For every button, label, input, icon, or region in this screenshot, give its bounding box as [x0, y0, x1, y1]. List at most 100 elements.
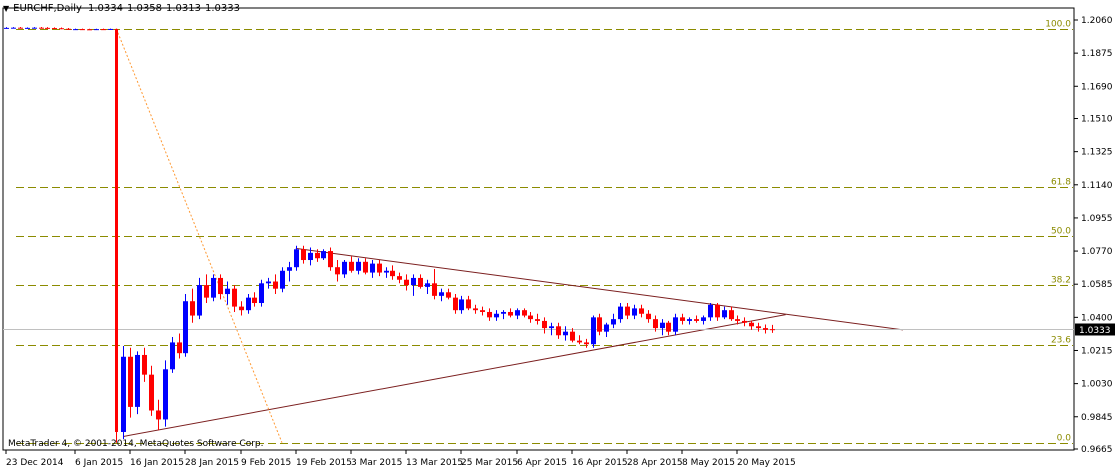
candle-body [142, 354, 147, 375]
candle-body [128, 356, 133, 407]
candle-body [480, 310, 485, 312]
y-tick-label: 1.1510 [1081, 115, 1113, 125]
candle-body [494, 313, 499, 318]
candle-body [239, 306, 244, 311]
candle-body [363, 261, 368, 273]
y-tick-label: 1.1875 [1081, 49, 1113, 59]
candle-body [246, 297, 251, 311]
fib-level-label: 23.6 [1051, 336, 1071, 346]
y-tick-label: 1.0770 [1081, 247, 1113, 257]
candle-body [473, 308, 478, 311]
candle-body [170, 342, 175, 370]
candle-body [549, 326, 554, 329]
x-tick-label: 19 Feb 2015 [296, 458, 352, 468]
candle-body [618, 306, 623, 320]
candle-body [722, 310, 727, 318]
x-tick-label: 20 May 2015 [737, 458, 796, 468]
retracement-line [115, 28, 283, 443]
candle-body [45, 27, 50, 29]
fib-level-label: 50.0 [1051, 227, 1071, 237]
candle-body [52, 28, 57, 30]
candle-body [404, 279, 409, 286]
candle-body [321, 251, 326, 259]
candle-body [18, 27, 23, 29]
candle-body [115, 28, 118, 432]
x-tick-label: 9 Feb 2015 [241, 458, 291, 468]
candle-body [715, 304, 720, 318]
fib-level-label: 61.8 [1051, 178, 1071, 188]
y-tick-label: 1.1140 [1081, 181, 1113, 191]
candle-body [315, 252, 320, 259]
candle-body [742, 320, 747, 323]
candle-body [397, 276, 402, 280]
candle-body [163, 369, 168, 420]
y-tick-label: 0.9665 [1081, 445, 1113, 455]
candle-body [694, 319, 699, 321]
candle-body [4, 27, 9, 29]
candle-body [563, 331, 568, 336]
candle-body [453, 297, 458, 311]
candle-body [342, 261, 347, 275]
candle-body [625, 306, 630, 316]
candle-body [425, 283, 430, 287]
candle-body [411, 277, 416, 286]
y-tick-label: 1.0585 [1081, 280, 1113, 290]
candle-body [59, 28, 64, 30]
candle-body [252, 297, 257, 304]
candle-body [446, 292, 451, 298]
candle-body [218, 277, 223, 295]
candle-body [466, 299, 471, 309]
candle-body [149, 374, 154, 411]
candle-body [266, 281, 271, 284]
candle-body [197, 285, 202, 316]
candle-body [349, 261, 354, 271]
y-tick-label: 1.2060 [1081, 16, 1113, 26]
copyright-text: MetaTrader 4, © 2001-2014, MetaQuotes So… [8, 439, 264, 449]
candle-body [708, 304, 713, 318]
candle-body [701, 317, 706, 321]
candle-body [80, 29, 85, 31]
candle-body [121, 356, 126, 432]
candle-body [384, 270, 389, 273]
candle-body [522, 310, 527, 316]
candle-body [756, 326, 761, 329]
candle-body [301, 249, 306, 261]
x-tick-label: 23 Dec 2014 [6, 458, 64, 468]
x-tick-label: 13 Mar 2015 [406, 458, 463, 468]
candle-body [570, 331, 575, 341]
candle-body [653, 319, 658, 329]
candle-body [39, 27, 44, 29]
x-tick-label: 28 Apr 2015 [627, 458, 683, 468]
candle-body [135, 354, 140, 407]
candle-body [660, 322, 665, 329]
y-tick-label: 0.9845 [1081, 413, 1113, 423]
x-tick-label: 6 Apr 2015 [517, 458, 567, 468]
candle-body [356, 261, 361, 271]
candle-body [32, 27, 37, 29]
x-tick-label: 6 Jan 2015 [75, 458, 123, 468]
y-tick-label: 1.0215 [1081, 346, 1113, 356]
candle-body [183, 301, 188, 354]
plot-frame [2, 7, 1075, 451]
y-tick-label: 1.0955 [1081, 214, 1113, 224]
candle-body [604, 324, 609, 332]
y-tick-label: 1.0400 [1081, 313, 1113, 323]
x-tick-label: 28 Jan 2015 [185, 458, 239, 468]
candle-body [735, 319, 740, 321]
candle-body [611, 319, 616, 325]
candle-body [418, 277, 423, 287]
candle-body [273, 281, 278, 289]
candle-body [87, 29, 92, 31]
candle-body [101, 29, 106, 31]
candle-body [390, 270, 395, 277]
y-tick-label: 1.0030 [1081, 380, 1113, 390]
x-tick-label: 3 Mar 2015 [351, 458, 402, 468]
candle-body [259, 283, 264, 304]
candle-body [308, 252, 313, 261]
candle-body [377, 263, 382, 273]
candle-body [280, 270, 285, 289]
fib-level-label: 100.0 [1045, 20, 1071, 30]
candle-body [501, 311, 506, 314]
